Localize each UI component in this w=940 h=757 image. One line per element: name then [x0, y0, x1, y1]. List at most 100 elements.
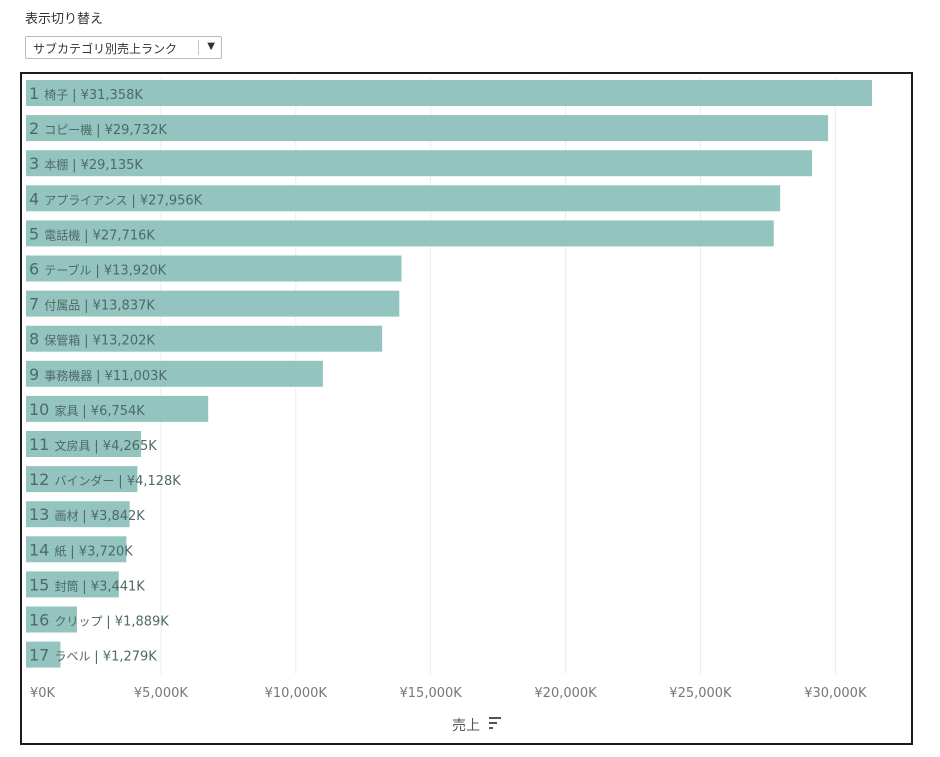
bar-16[interactable]	[26, 606, 77, 633]
bar-rank: 12	[29, 470, 54, 489]
bar-value-label: | ¥29,732K	[96, 123, 167, 138]
bar-value-label: | ¥6,754K	[82, 404, 145, 419]
sort-descending-icon[interactable]	[488, 716, 502, 730]
bar-label-16: 16 クリップ | ¥1,889K	[29, 611, 169, 630]
chart-frame: 1 椅子 | ¥31,358K 2 コピー機 | ¥29,732K 3 本棚 | ¥…	[20, 72, 913, 745]
bar-rank: 10	[29, 400, 54, 419]
bar-rank: 16	[29, 611, 54, 630]
bar-category-name: 事務機器	[44, 368, 96, 383]
bar-5[interactable]	[26, 220, 774, 247]
bar-category-name: 紙	[54, 543, 70, 558]
x-tick-label: ¥30,000K	[804, 686, 867, 701]
bar-category-name: 封筒	[54, 578, 82, 593]
bar-label-1: 1 椅子 | ¥31,358K	[29, 84, 143, 103]
bar-category-name: 保管箱	[44, 333, 84, 348]
view-switch-label: 表示切り替え	[25, 12, 104, 27]
x-tick-label: ¥5,000K	[134, 686, 188, 701]
bar-label-13: 13 画材 | ¥3,842K	[29, 505, 145, 524]
bar-17[interactable]	[26, 641, 61, 668]
bar-category-name: 文房具	[54, 438, 94, 453]
x-axis-title: 売上	[452, 718, 480, 734]
bar-value-label: | ¥31,358K	[72, 88, 143, 103]
bar-rank: 9	[29, 365, 44, 384]
bar-15[interactable]	[26, 571, 119, 598]
bar-rank: 8	[29, 330, 44, 349]
dropdown-divider	[198, 40, 199, 55]
bar-label-2: 2 コピー機 | ¥29,732K	[29, 119, 167, 138]
bar-9[interactable]	[26, 360, 323, 387]
bar-14[interactable]	[26, 536, 127, 563]
bar-value-label: | ¥29,135K	[72, 158, 143, 173]
bar-rank: 4	[29, 189, 44, 208]
bar-rank: 15	[29, 575, 54, 594]
x-tick-label: ¥25,000K	[669, 686, 732, 701]
bar-value-label: | ¥13,837K	[84, 299, 155, 314]
bar-category-name: クリップ	[54, 615, 106, 629]
bar-value-label: | ¥3,720K	[70, 544, 133, 559]
bar-7[interactable]	[26, 290, 400, 317]
bar-label-11: 11 文房具 | ¥4,265K	[29, 435, 157, 454]
sales-rank-bar-chart: 1 椅子 | ¥31,358K 2 コピー機 | ¥29,732K 3 本棚 | ¥…	[26, 78, 872, 701]
bar-category-name: ラベル	[54, 650, 94, 664]
bar-category-name: 付属品	[44, 299, 84, 313]
bar-13[interactable]	[26, 501, 130, 528]
bar-category-name: コピー機	[44, 122, 96, 137]
bar-value-label: | ¥13,202K	[84, 334, 155, 349]
x-axis-ticks: ¥0K ¥5,000K ¥10,000K ¥15,000K ¥20,000K ¥25,00…	[30, 686, 867, 701]
bar-value-label: | ¥13,920K	[95, 264, 166, 279]
bar-label-4: 4 アプライアンス | ¥27,956K	[29, 189, 203, 208]
bar-rank: 7	[29, 295, 44, 314]
caret-down-icon[interactable]: ▼	[207, 41, 215, 52]
bar-label-5: 5 電話機 | ¥27,716K	[29, 224, 155, 243]
x-tick-label: ¥10,000K	[265, 686, 328, 701]
x-tick-label: ¥0K	[30, 686, 56, 701]
bar-rank: 17	[29, 646, 54, 665]
bar-label-17: 17 ラベル | ¥1,279K	[29, 646, 157, 665]
bar-category-name: バインダー	[54, 473, 118, 488]
bar-label-6: 6 テーブル | ¥13,920K	[29, 260, 167, 279]
bar-label-15: 15 封筒 | ¥3,441K	[29, 575, 145, 594]
bar-value-label: | ¥11,003K	[96, 369, 167, 384]
bar-12[interactable]	[26, 466, 138, 493]
bar-category-name: テーブル	[44, 263, 95, 278]
bar-rank: 5	[29, 224, 44, 243]
bar-1[interactable]	[26, 80, 872, 106]
bar-category-name: アプライアンス	[44, 193, 131, 207]
bar-label-3: 3 本棚 | ¥29,135K	[29, 154, 143, 173]
bar-rank: 3	[29, 154, 44, 173]
bar-10[interactable]	[26, 395, 209, 422]
bar-rank: 2	[29, 119, 44, 138]
bar-rank: 13	[29, 505, 54, 524]
bar-label-12: 12 バインダー | ¥4,128K	[29, 470, 181, 489]
x-tick-label: ¥15,000K	[400, 686, 463, 701]
bar-label-9: 9 事務機器 | ¥11,003K	[29, 365, 167, 384]
x-tick-label: ¥20,000K	[534, 686, 597, 701]
bar-rank: 6	[29, 260, 44, 279]
bar-value-label: | ¥3,441K	[82, 579, 145, 594]
bar-category-name: 家具	[54, 403, 82, 418]
bar-value-label: | ¥4,265K	[94, 439, 157, 454]
bar-label-14: 14 紙 | ¥3,720K	[29, 540, 133, 559]
bar-value-label: | ¥27,956K	[131, 193, 202, 208]
bar-rank: 11	[29, 435, 54, 454]
bar-value-label: | ¥1,889K	[106, 615, 169, 630]
bar-11[interactable]	[26, 431, 142, 457]
bar-value-label: | ¥1,279K	[94, 650, 157, 665]
bar-8[interactable]	[26, 325, 383, 352]
bar-value-label: | ¥3,842K	[82, 509, 145, 524]
bar-4[interactable]	[26, 185, 781, 212]
bar-rank: 1	[29, 84, 44, 103]
bar-3[interactable]	[26, 150, 813, 177]
bars: 1 椅子 | ¥31,358K 2 コピー機 | ¥29,732K 3 本棚 | ¥…	[26, 80, 872, 668]
bar-category-name: 画材	[54, 509, 82, 523]
view-select-dropdown[interactable]: サブカテゴリ別売上ランク ▼	[25, 36, 222, 59]
bar-rank: 14	[29, 540, 54, 559]
bar-label-10: 10 家具 | ¥6,754K	[29, 400, 145, 419]
view-select-value: サブカテゴリ別売上ランク	[33, 42, 178, 56]
bar-6[interactable]	[26, 255, 402, 282]
bar-value-label: | ¥27,716K	[84, 228, 155, 243]
bar-2[interactable]	[26, 115, 829, 142]
bar-category-name: 椅子	[44, 88, 72, 102]
bar-label-7: 7 付属品 | ¥13,837K	[29, 295, 155, 314]
bar-category-name: 本棚	[44, 157, 72, 172]
